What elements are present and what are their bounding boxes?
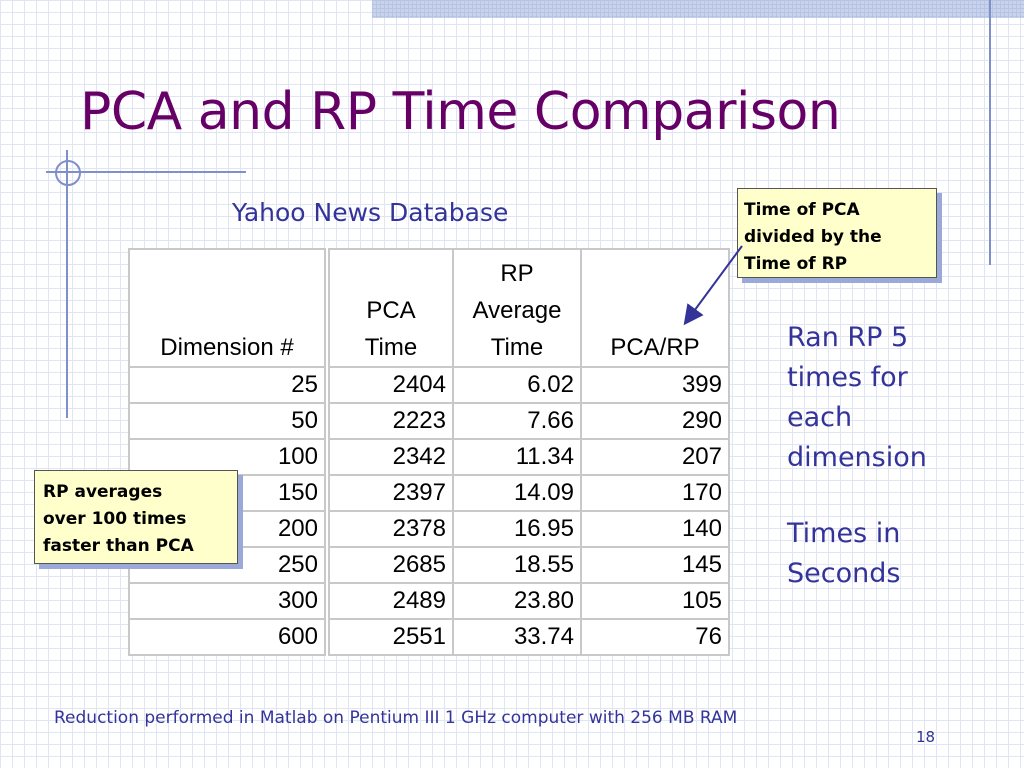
header-line: PCA — [366, 297, 416, 324]
side-note-runs: Ran RP 5 times for each dimension — [787, 322, 927, 473]
table-cell: 6.02 — [452, 366, 582, 404]
table-cell: 2685 — [326, 546, 454, 584]
table-cell: 170 — [580, 474, 730, 512]
table-cell: 50 — [128, 402, 330, 440]
header-dimension: Dimension # — [128, 248, 330, 368]
decorative-vertical-line-right — [989, 0, 991, 265]
side-notes: Ran RP 5 times for each dimension Times … — [787, 318, 957, 594]
page-number: 18 — [916, 728, 936, 746]
table-cell: 14.09 — [452, 474, 582, 512]
callout-line: divided by the — [744, 227, 882, 247]
table-cell: 290 — [580, 402, 730, 440]
table-header-row: Dimension # PCA Time RP Average Time PCA/RP — [128, 248, 730, 368]
table-subtitle: Yahoo News Database — [232, 198, 509, 227]
decorative-circle — [55, 160, 81, 186]
callout-line: Time of RP — [744, 254, 848, 274]
table-cell: 18.55 — [452, 546, 582, 584]
table-cell: 7.66 — [452, 402, 582, 440]
slide-footer: Reduction performed in Matlab on Pentium… — [54, 708, 738, 728]
header-line: Time — [490, 334, 544, 361]
table-cell: 600 — [128, 618, 330, 656]
table-cell: 300 — [128, 582, 330, 620]
callout-line: Time of PCA — [744, 200, 860, 220]
table-cell: 399 — [580, 366, 730, 404]
decorative-horizontal-line — [46, 171, 246, 173]
table-row: 600 2551 33.74 76 — [128, 618, 730, 656]
header-rp-average-time: RP Average Time — [452, 248, 582, 368]
table-cell: 16.95 — [452, 510, 582, 548]
header-line: RP — [500, 260, 534, 287]
table-cell: 2378 — [326, 510, 454, 548]
table-cell: 2489 — [326, 582, 454, 620]
callout-line: faster than PCA — [43, 536, 194, 556]
table-cell: 105 — [580, 582, 730, 620]
header-pca-rp-ratio: PCA/RP — [580, 248, 730, 368]
table-cell: 145 — [580, 546, 730, 584]
table-cell: 2223 — [326, 402, 454, 440]
table-row: 300 2489 23.80 105 — [128, 582, 730, 620]
header-line: Average — [472, 297, 562, 324]
table-cell: 2342 — [326, 438, 454, 476]
table-row: 50 2223 7.66 290 — [128, 402, 730, 440]
table-cell: 11.34 — [452, 438, 582, 476]
table-cell: 25 — [128, 366, 330, 404]
header-line: Dimension # — [160, 334, 294, 361]
table-cell: 76 — [580, 618, 730, 656]
table-cell: 33.74 — [452, 618, 582, 656]
callout-line: over 100 times — [43, 509, 187, 529]
table-cell: 23.80 — [452, 582, 582, 620]
table-cell: 140 — [580, 510, 730, 548]
callout-rp-speed: RP averages over 100 times faster than PCA — [34, 470, 238, 564]
slide-title: PCA and RP Time Comparison — [80, 82, 841, 142]
header-line: PCA/RP — [610, 334, 700, 361]
table-row: 100 2342 11.34 207 — [128, 438, 730, 476]
table-cell: 2404 — [326, 366, 454, 404]
callout-line: RP averages — [43, 482, 163, 502]
decorative-vertical-line-left — [66, 150, 68, 418]
header-line: Time — [364, 334, 418, 361]
table-cell: 2397 — [326, 474, 454, 512]
callout-pca-rp-ratio: Time of PCA divided by the Time of RP — [737, 188, 937, 278]
table-row: 25 2404 6.02 399 — [128, 366, 730, 404]
time-comparison-table: Dimension # PCA Time RP Average Time PCA/RP… — [128, 248, 730, 656]
header-pca-time: PCA Time — [326, 248, 454, 368]
table-cell: 207 — [580, 438, 730, 476]
side-note-units: Times in Seconds — [787, 518, 901, 589]
top-decorative-band — [372, 0, 1024, 18]
table-cell: 2551 — [326, 618, 454, 656]
